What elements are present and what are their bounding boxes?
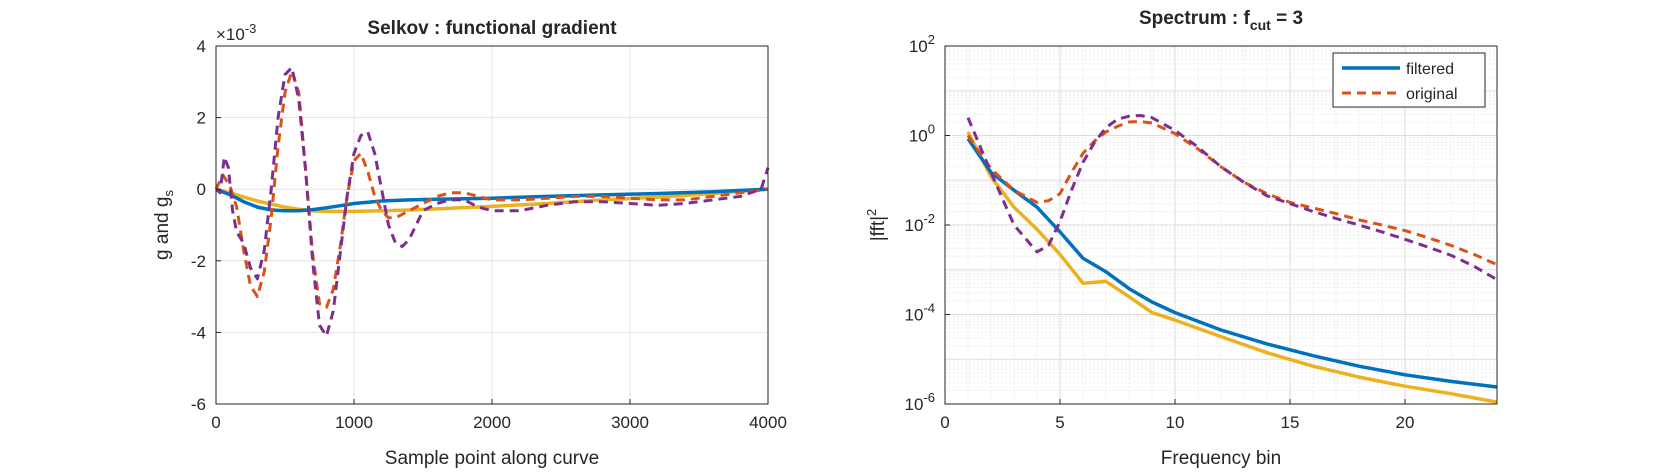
- spectrum-ytick-exponent: -4: [923, 301, 935, 316]
- spectrum-series-line: [966, 114, 1498, 281]
- spectrum-ytick-base: 10: [905, 216, 924, 235]
- legend-filtered-label: filtered: [1406, 61, 1454, 78]
- spectrum-ytick-exponent: -2: [923, 211, 935, 226]
- spectrum-series-line: [966, 120, 1498, 267]
- gradient-ytick-label: -2: [191, 252, 206, 271]
- spectrum-ylabel: |fft|2: [864, 209, 889, 242]
- gradient-series-line: [215, 66, 770, 338]
- spectrum-series-line: [966, 131, 1498, 404]
- spectrum-title-sub: cut: [1250, 17, 1271, 33]
- gradient-panel: 0 1000 2000 3000 4000 -6 -4 -2 0 2 4 Selkov : func…: [152, 18, 787, 469]
- spectrum-xtick-label: 0: [940, 413, 949, 432]
- gradient-ytick-label: 4: [197, 37, 206, 56]
- spectrum-ytick-base: 10: [909, 37, 928, 56]
- spectrum-title-tail: = 3: [1271, 8, 1303, 29]
- spectrum-xtick-label: 20: [1396, 413, 1415, 432]
- spectrum-ytick-exponent: 2: [928, 32, 935, 47]
- spectrum-ytick-base: 10: [909, 127, 928, 146]
- spectrum-series-line: [966, 137, 1498, 389]
- spectrum-legend: filtered original: [1332, 52, 1486, 108]
- spectrum-title-main: Spectrum : f: [1139, 8, 1251, 29]
- gradient-ytick-label: -4: [191, 323, 206, 342]
- spectrum-xtick-label: 5: [1055, 413, 1064, 432]
- gradient-ylabel-main: g and g: [152, 197, 173, 260]
- spectrum-ylabel-sup: 2: [864, 209, 879, 216]
- gradient-exponent-base: ×10: [216, 25, 245, 44]
- gradient-xtick-label: 0: [211, 413, 220, 432]
- spectrum-ytick-label: 100: [909, 122, 935, 146]
- gradient-xlabel: Sample point along curve: [385, 448, 599, 469]
- spectrum-ytick-base: 10: [905, 395, 924, 414]
- legend-original-label: original: [1406, 86, 1458, 103]
- spectrum-ytick-base: 10: [905, 306, 924, 325]
- gradient-ylabel-sub: s: [161, 190, 176, 197]
- gradient-exponent-label: ×10-3: [216, 21, 256, 44]
- spectrum-ytick-label: 10-4: [905, 301, 935, 325]
- gradient-ytick-label: 2: [197, 109, 206, 128]
- spectrum-title: Spectrum : fcut = 3: [1139, 8, 1303, 33]
- spectrum-ytick-label: 10-2: [905, 211, 935, 235]
- legend-box: [1332, 52, 1486, 108]
- gradient-xtick-label: 3000: [611, 413, 649, 432]
- gradient-xtick-label: 4000: [749, 413, 787, 432]
- spectrum-ytick-label: 102: [909, 32, 935, 56]
- spectrum-ytick-exponent: 0: [928, 122, 935, 137]
- spectrum-xlabel: Frequency bin: [1161, 448, 1281, 469]
- gradient-title: Selkov : functional gradient: [367, 18, 617, 39]
- gradient-exponent-power: -3: [245, 21, 257, 36]
- spectrum-ylabel-main: |fft|: [868, 216, 889, 241]
- spectrum-xtick-label: 10: [1166, 413, 1185, 432]
- gradient-xtick-label: 2000: [473, 413, 511, 432]
- spectrum-ytick-label: 10-6: [905, 390, 935, 414]
- gradient-ytick-label: -6: [191, 395, 206, 414]
- spectrum-xtick-label: 15: [1281, 413, 1300, 432]
- spectrum-ytick-exponent: -6: [923, 390, 935, 405]
- gradient-series-line: [214, 69, 769, 309]
- gradient-xtick-label: 1000: [335, 413, 373, 432]
- gradient-ylabel: g and gs: [152, 190, 176, 260]
- gradient-ytick-label: 0: [197, 180, 206, 199]
- gradient-series-line: [215, 187, 769, 214]
